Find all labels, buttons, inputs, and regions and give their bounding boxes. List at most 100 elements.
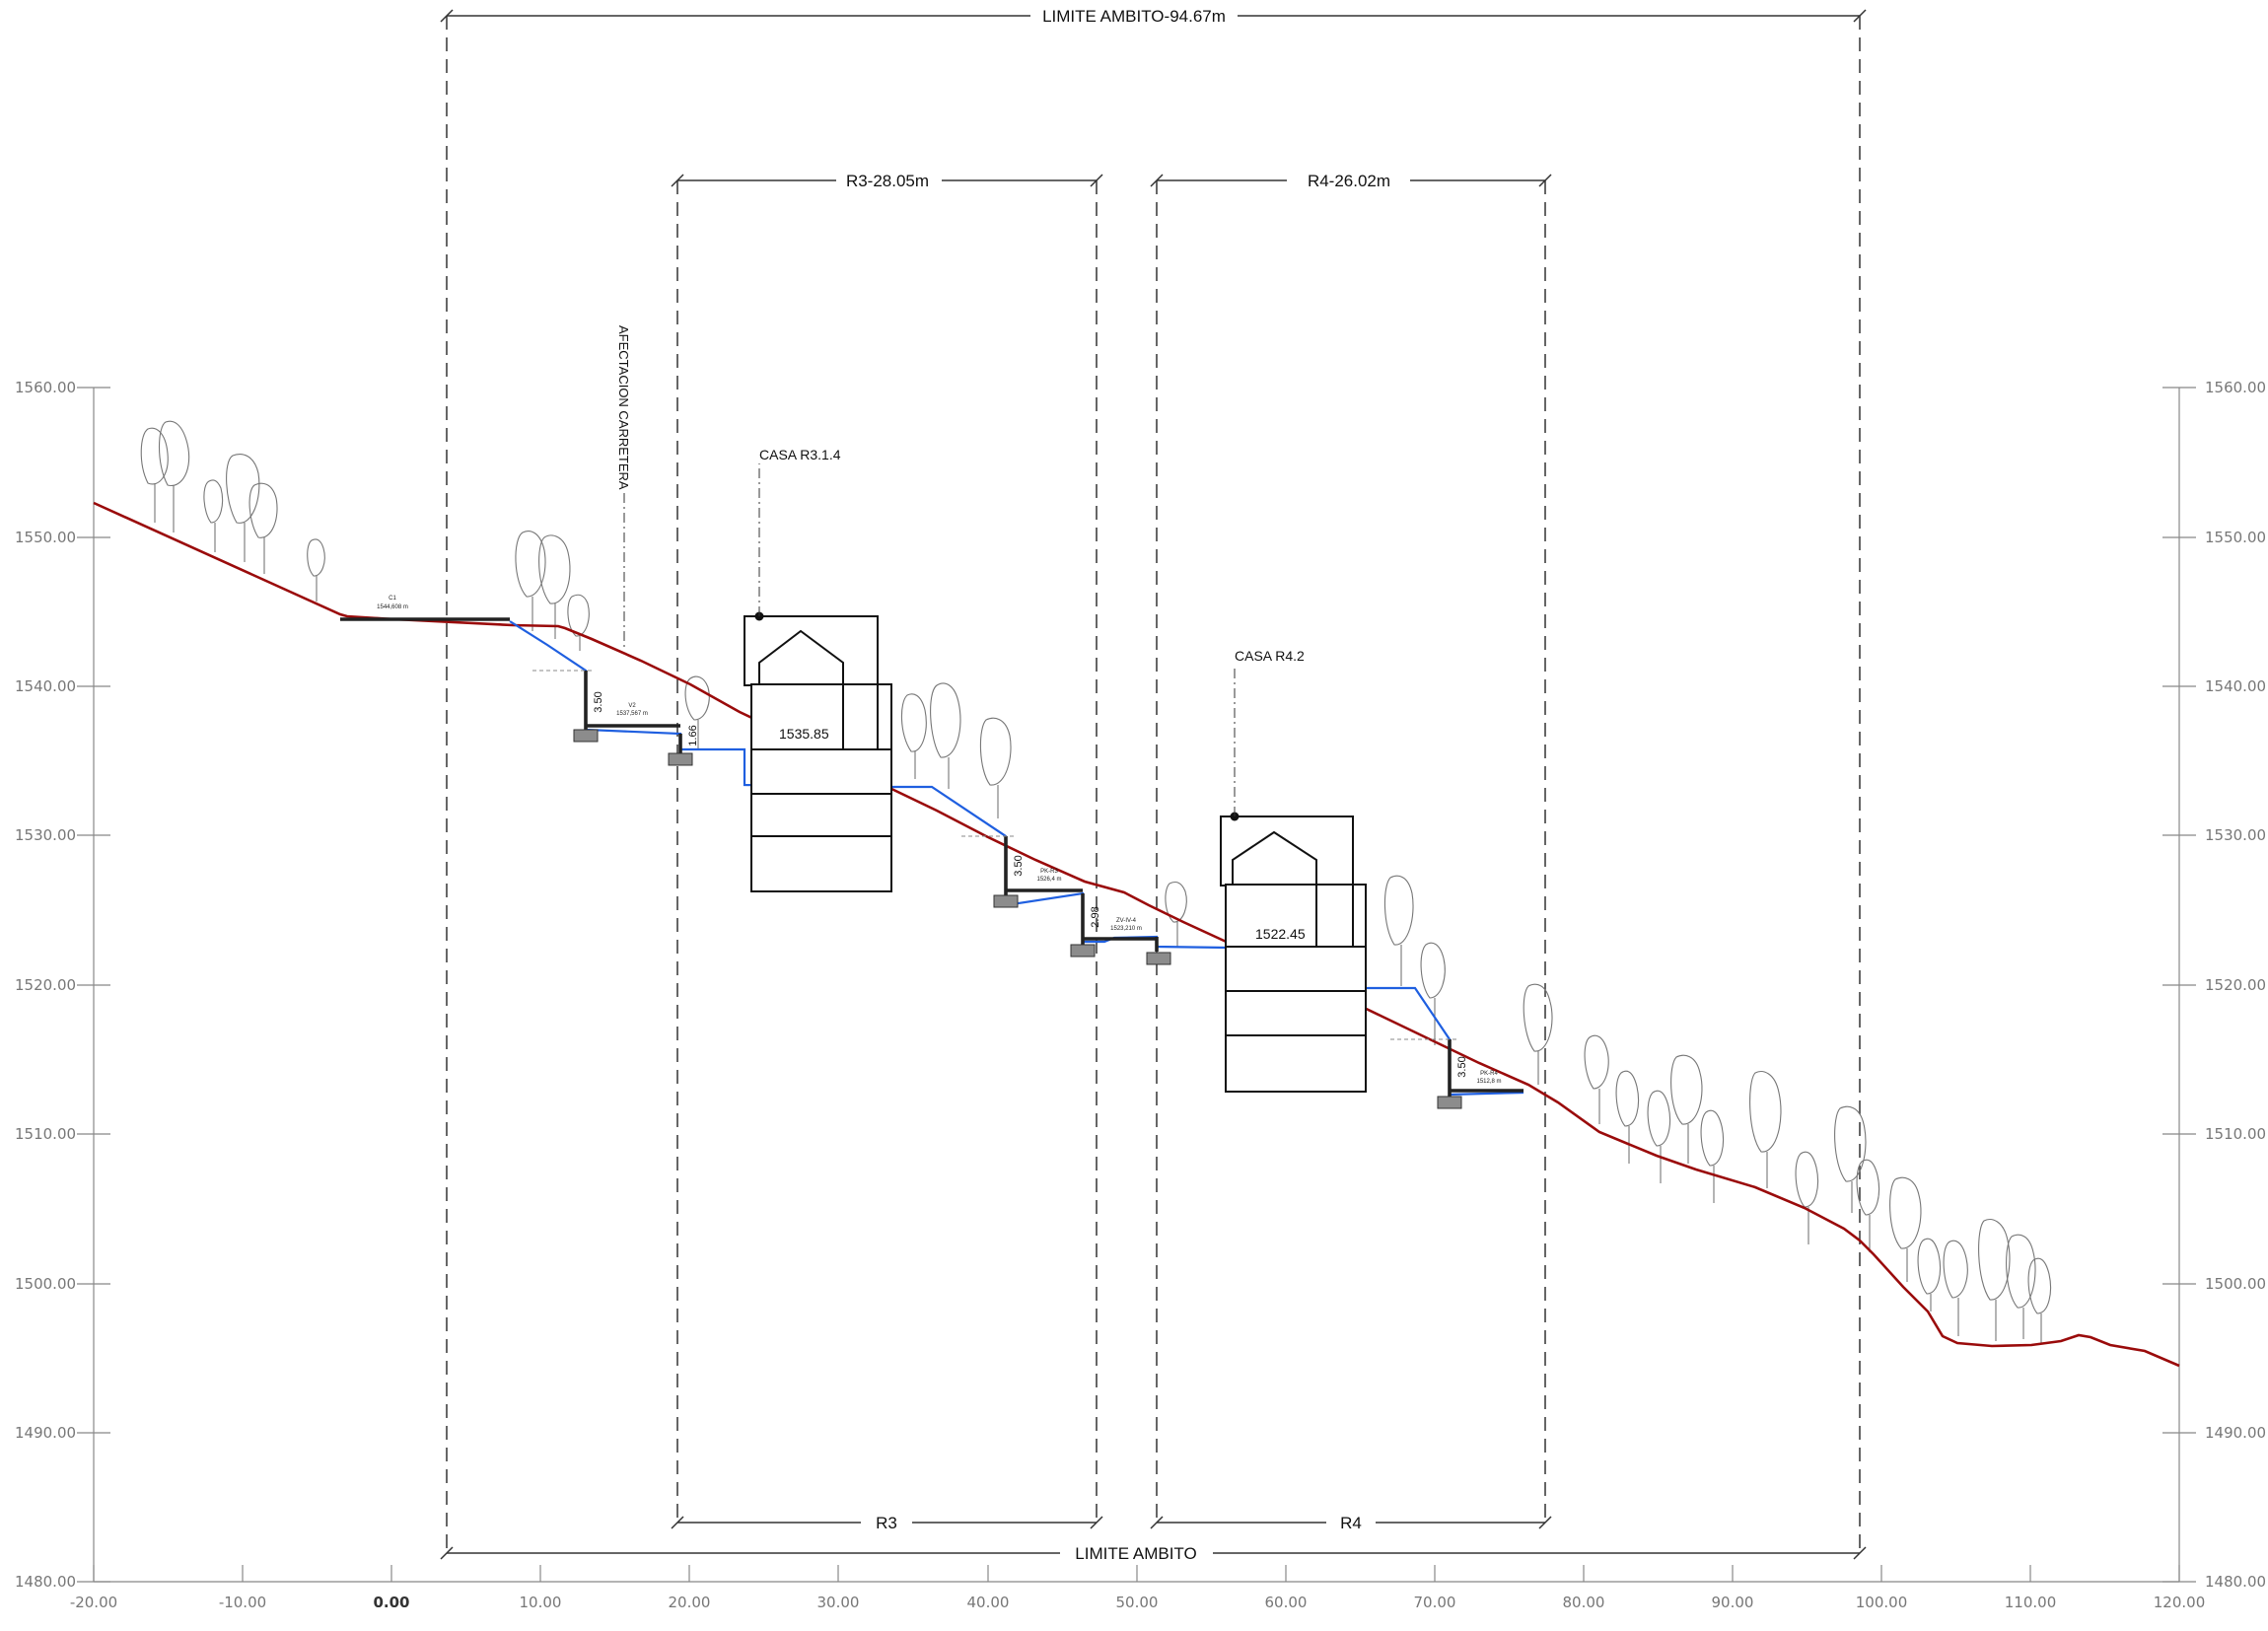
y-labels-left: 1480.00 1490.00 1500.00 1510.00 1520.00 …: [15, 379, 76, 1591]
x-label: 120.00: [2154, 1594, 2206, 1611]
x-label: 70.00: [1414, 1594, 1456, 1611]
tree-icon: [307, 538, 325, 602]
tree-icon: [1615, 1070, 1640, 1164]
x-label: 30.00: [817, 1594, 860, 1611]
tree-icon: [248, 482, 278, 574]
wall-height-label: 3.50: [1456, 1056, 1468, 1077]
boundary-lines: [446, 16, 1861, 1553]
tree-icon: [2027, 1257, 2052, 1343]
x-label: 60.00: [1265, 1594, 1308, 1611]
tree-icon: [1943, 1240, 1968, 1336]
limite-ambito-bottom-label: LIMITE AMBITO: [1075, 1544, 1196, 1563]
tree-icon: [2006, 1234, 2036, 1339]
r4-bottom-label: R4: [1340, 1514, 1362, 1532]
existing-terrain-line: [93, 501, 2180, 1368]
y-label: 1530.00: [15, 826, 76, 844]
limite-ambito-top-label: LIMITE AMBITO-94.67m: [1042, 7, 1226, 26]
wall-height-label: 2.98: [1090, 906, 1101, 927]
x-label: 90.00: [1712, 1594, 1754, 1611]
x-label: 100.00: [1856, 1594, 1908, 1611]
x-label: -20.00: [70, 1594, 117, 1611]
footing: [993, 894, 1019, 908]
y-label: 1510.00: [15, 1125, 76, 1143]
y-label: 1510.00: [2205, 1125, 2266, 1143]
y-label: 1490.00: [15, 1424, 76, 1442]
y-label: 1480.00: [2205, 1573, 2266, 1591]
y-label: 1540.00: [2205, 677, 2266, 695]
tree-icon: [1523, 983, 1553, 1085]
tree-icon: [900, 693, 927, 779]
wall-height-label: 3.50: [593, 691, 604, 712]
retaining-walls: [340, 617, 1524, 1097]
x-label: 50.00: [1116, 1594, 1159, 1611]
house-r4: [1220, 816, 1367, 1093]
note-label: ZV-IV-4: [1116, 918, 1137, 924]
footing: [573, 729, 599, 743]
x-label: 80.00: [1563, 1594, 1605, 1611]
x-label: 110.00: [2005, 1594, 2057, 1611]
tree-icon: [226, 454, 260, 562]
tree-icon: [203, 479, 224, 552]
x-label: -10.00: [219, 1594, 266, 1611]
afectacion-carretera-label: AFECTACION CARRETERA: [616, 325, 631, 490]
dimension-lines: [447, 15, 1860, 1554]
y-label: 1540.00: [15, 677, 76, 695]
y-label: 1480.00: [15, 1573, 76, 1591]
y-label: 1530.00: [2205, 826, 2266, 844]
note-label: C1: [389, 596, 396, 602]
note-label: PK-R4: [1480, 1071, 1498, 1077]
x-label: 10.00: [520, 1594, 562, 1611]
note-value: 1523,210 m: [1110, 926, 1142, 932]
footing: [1070, 944, 1096, 957]
r3-bottom-label: R3: [876, 1514, 897, 1532]
y-label: 1520.00: [2205, 976, 2266, 994]
tree-icon: [1700, 1109, 1725, 1203]
house-r3-elevation: 1535.85: [779, 726, 829, 742]
note-value: 1526,4 m: [1036, 877, 1061, 883]
tree-icon: [1978, 1219, 2011, 1341]
dimension-ticks: [440, 9, 1867, 1560]
x-label: 0.00: [373, 1594, 409, 1611]
y-label: 1500.00: [15, 1275, 76, 1293]
note-label: PK-R3: [1040, 869, 1058, 875]
x-labels: -20.00 -10.00 0.00 10.00 20.00 30.00 40.…: [70, 1594, 2205, 1611]
tree-icon: [1584, 1034, 1609, 1124]
footings: [573, 729, 1462, 1109]
x-label: 40.00: [967, 1594, 1010, 1611]
y-label: 1560.00: [15, 379, 76, 396]
tree-icon: [979, 717, 1012, 818]
wall-height-label: 1.66: [687, 725, 699, 745]
tree-icon: [930, 682, 961, 789]
tree-icon: [1856, 1159, 1880, 1252]
y-label: 1550.00: [2205, 529, 2266, 546]
x-label: 20.00: [669, 1594, 711, 1611]
tree-icon: [1834, 1105, 1867, 1213]
r4-top-label: R4-26.02m: [1308, 172, 1390, 190]
y-labels-right: 1480.00 1490.00 1500.00 1510.00 1520.00 …: [2205, 379, 2266, 1591]
footing: [668, 752, 693, 766]
tree-icon: [159, 420, 190, 532]
tree-icon: [1917, 1238, 1942, 1312]
house-r4-elevation: 1522.45: [1255, 926, 1306, 942]
wall-guides: [532, 670, 1459, 1040]
tree-icon: [1383, 875, 1414, 986]
x-tick-marks: [93, 1565, 2180, 1582]
note-label: V2: [628, 703, 636, 709]
y-label: 1550.00: [15, 529, 76, 546]
tree-icon: [538, 534, 571, 639]
tree-icon: [1670, 1054, 1703, 1164]
tree-icon: [1889, 1176, 1922, 1282]
tree-icon: [140, 427, 169, 523]
tree-icon: [684, 675, 710, 749]
r3-top-label: R3-28.05m: [846, 172, 929, 190]
house-r4-label: CASA R4.2: [1235, 648, 1305, 664]
y-label: 1500.00: [2205, 1275, 2266, 1293]
note-value: 1544,608 m: [377, 604, 408, 610]
footing: [1146, 952, 1171, 965]
house-r3-label: CASA R3.1.4: [759, 447, 841, 462]
wall-height-label: 3.50: [1013, 855, 1025, 876]
y-label: 1520.00: [15, 976, 76, 994]
tree-icon: [1165, 882, 1187, 947]
y-label: 1490.00: [2205, 1424, 2266, 1442]
